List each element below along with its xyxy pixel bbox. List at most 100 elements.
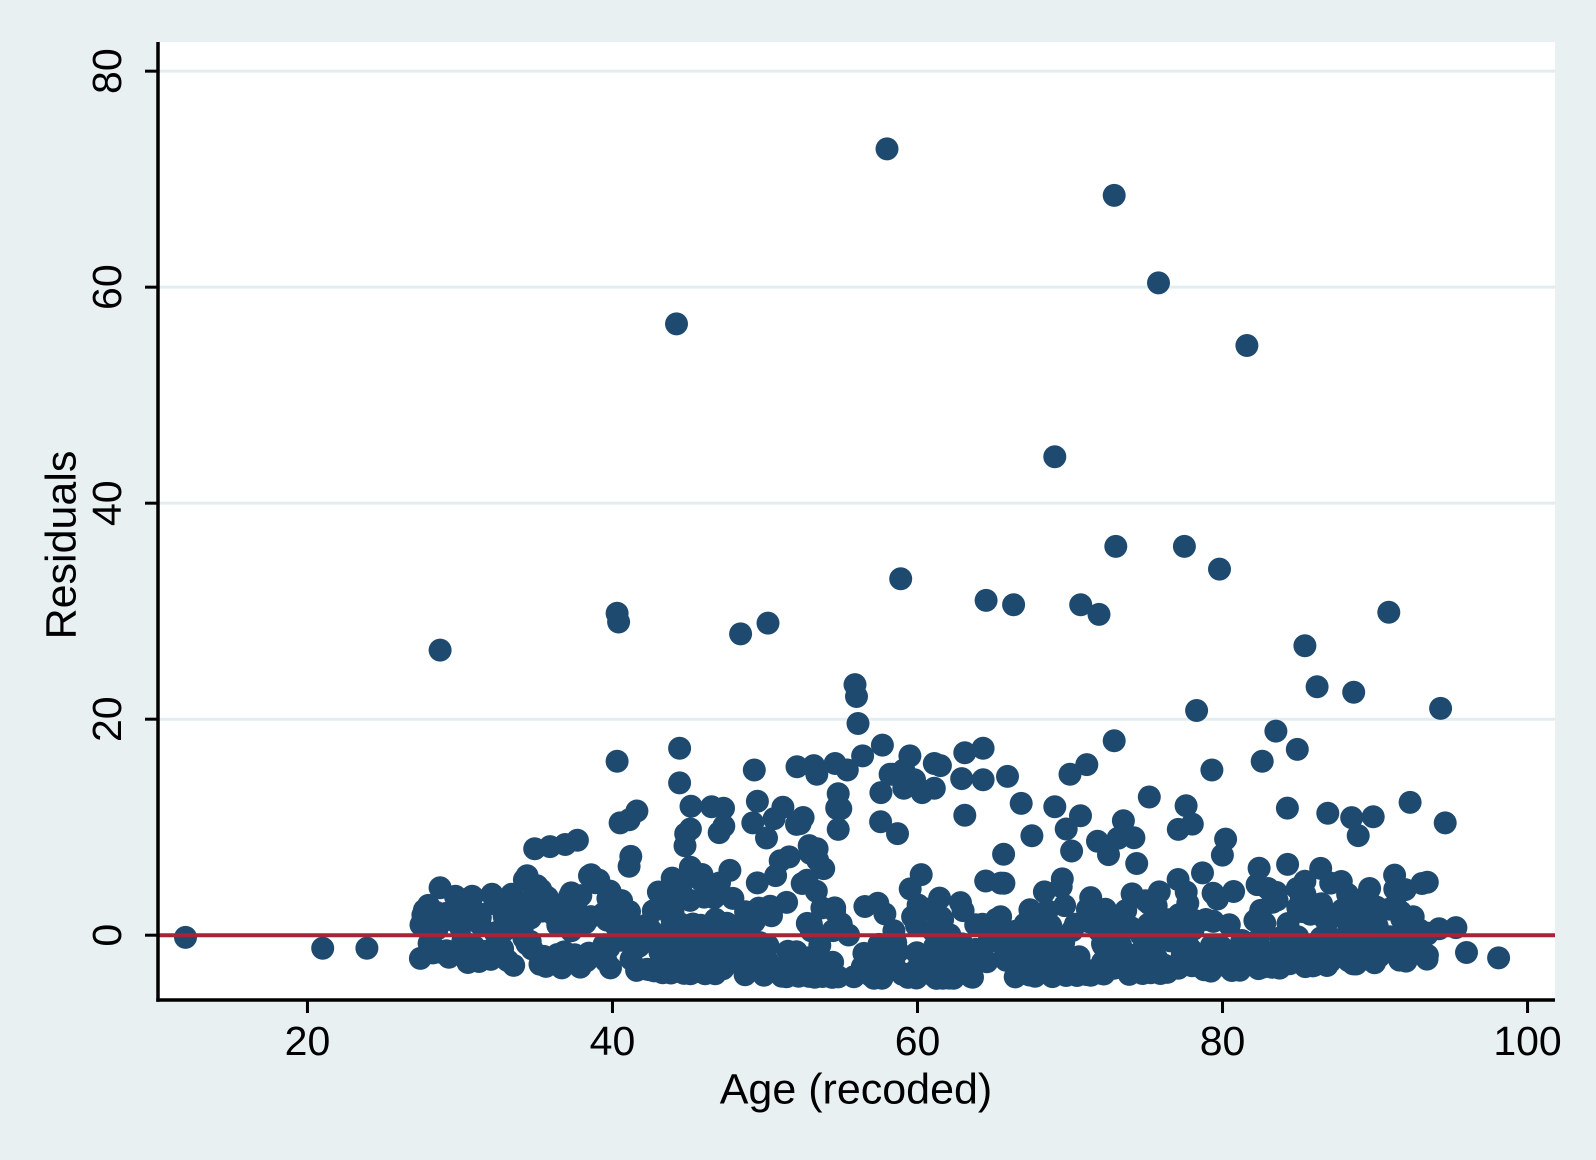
cloud-point	[999, 935, 1023, 959]
cloud-point	[1276, 852, 1300, 876]
cloud-point	[617, 808, 641, 832]
data-point	[607, 610, 631, 634]
cloud-point	[826, 914, 850, 938]
cloud-point	[638, 958, 662, 982]
cloud-point	[673, 834, 697, 858]
data-point	[974, 588, 998, 612]
x-tick-label: 60	[895, 1018, 941, 1064]
data-point	[845, 685, 868, 708]
data-point	[892, 758, 916, 782]
cloud-point	[1053, 894, 1077, 918]
cloud-point	[799, 919, 823, 943]
cloud-point	[867, 932, 891, 956]
cloud-point	[866, 891, 890, 915]
cloud-point	[619, 947, 643, 971]
data-point	[953, 741, 977, 765]
cloud-point	[1210, 843, 1234, 867]
data-point	[971, 736, 995, 760]
cloud-point	[882, 919, 906, 943]
cloud-point	[1315, 954, 1339, 977]
data-point	[1264, 719, 1288, 743]
cloud-point	[483, 921, 507, 945]
cloud-point	[558, 885, 581, 908]
cloud-point	[1147, 880, 1171, 904]
data-point	[605, 749, 629, 773]
cloud-point	[678, 962, 702, 986]
cloud-point	[882, 950, 906, 974]
cloud-point	[745, 871, 769, 895]
data-point	[729, 622, 753, 646]
data-point	[355, 936, 379, 960]
cloud-point	[961, 965, 984, 989]
data-point	[1009, 791, 1033, 815]
data-point	[741, 811, 765, 835]
cloud-point	[1106, 826, 1130, 850]
cloud-point	[901, 905, 925, 929]
data-point	[668, 736, 692, 760]
cloud-point	[678, 888, 702, 912]
cloud-point	[975, 950, 999, 974]
cloud-point	[458, 936, 482, 960]
cloud-point	[1211, 941, 1235, 964]
cloud-point	[597, 936, 621, 960]
cloud-point	[1091, 934, 1115, 958]
cloud-point	[992, 842, 1016, 866]
cloud-point	[424, 900, 448, 924]
data-point	[756, 611, 780, 635]
data-point	[1137, 785, 1161, 809]
cloud-point	[1077, 910, 1101, 934]
data-point	[869, 781, 893, 805]
data-point	[1250, 749, 1274, 773]
cloud-point	[1026, 933, 1049, 957]
cloud-point	[758, 894, 782, 918]
cloud-point	[709, 915, 732, 939]
data-point	[745, 789, 769, 813]
cloud-point	[1190, 955, 1214, 979]
data-point	[1087, 602, 1111, 626]
cloud-point	[1035, 899, 1059, 923]
cloud-point	[795, 868, 819, 892]
cloud-point	[420, 941, 444, 965]
cloud-point	[777, 845, 801, 869]
cloud-point	[712, 796, 735, 820]
data-point	[971, 768, 995, 792]
cloud-point	[592, 902, 615, 925]
y-tick-label: 40	[84, 480, 130, 526]
cloud-point	[683, 935, 707, 959]
cloud-point	[934, 956, 957, 980]
cloud-point	[1132, 960, 1156, 984]
cloud-point	[573, 911, 597, 935]
cloud-point	[1174, 794, 1198, 818]
data-point	[1002, 593, 1026, 617]
data-point	[1147, 271, 1170, 295]
cloud-point	[869, 810, 893, 834]
data-point	[870, 733, 894, 757]
data-point	[1455, 941, 1478, 964]
cloud-point	[771, 795, 795, 819]
cloud-point	[953, 945, 977, 969]
cloud-point	[1317, 903, 1341, 927]
data-point	[1398, 790, 1422, 814]
cloud-point	[821, 950, 845, 974]
data-point	[174, 925, 197, 949]
cloud-point	[517, 899, 541, 922]
cloud-point	[1042, 962, 1066, 985]
cloud-point	[714, 935, 738, 959]
cloud-point	[1191, 861, 1214, 885]
data-point	[1487, 946, 1511, 970]
data-point	[707, 821, 731, 845]
cloud-point	[515, 932, 539, 956]
data-point	[996, 764, 1019, 788]
data-point	[1043, 445, 1067, 469]
cloud-point	[512, 868, 536, 892]
data-point	[1069, 593, 1093, 617]
cloud-point	[462, 899, 486, 923]
data-point	[1285, 737, 1309, 761]
cloud-point	[1413, 943, 1437, 967]
data-point	[1104, 534, 1128, 558]
cloud-point	[483, 892, 507, 916]
y-axis-title: Residuals	[37, 450, 86, 640]
cloud-point	[886, 822, 909, 846]
cloud-point	[1340, 806, 1364, 830]
data-point	[1102, 729, 1126, 753]
